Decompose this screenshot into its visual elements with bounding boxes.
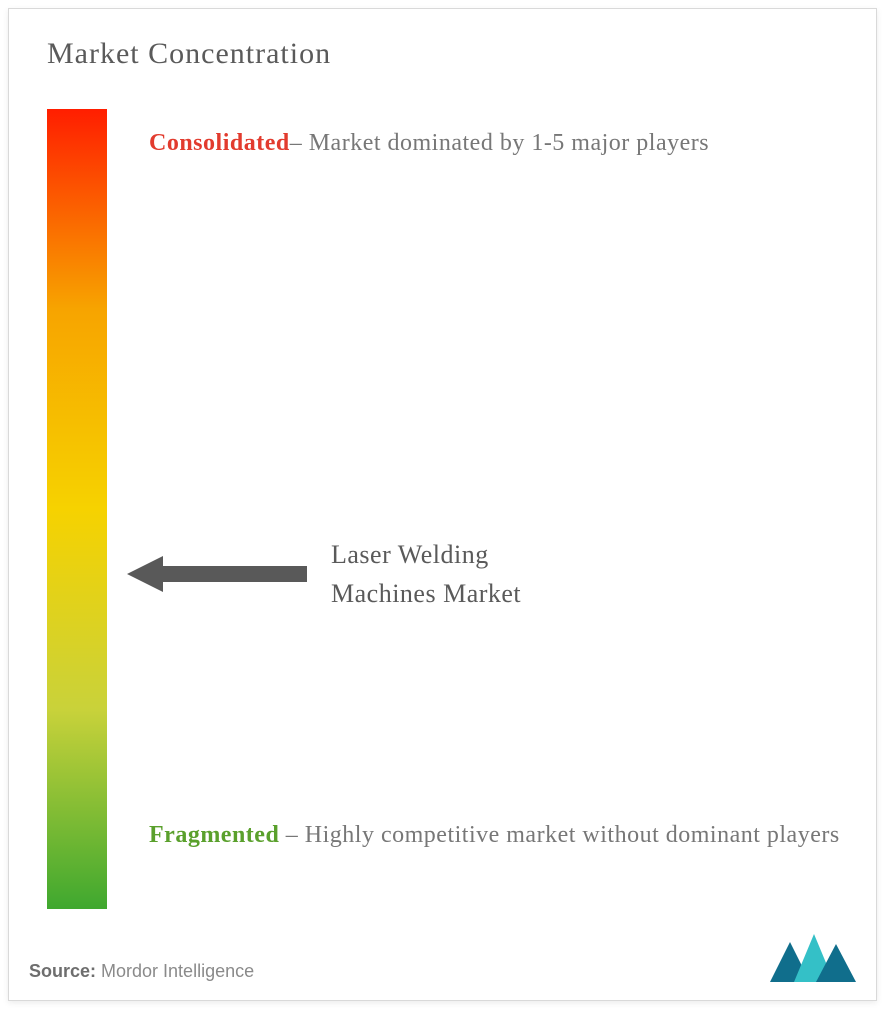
source-value: Mordor Intelligence [96, 961, 254, 981]
fragmented-rest: – Highly competitive market without domi… [279, 822, 839, 848]
consolidated-label: Consolidated– Market dominated by 1-5 ma… [149, 117, 849, 170]
fragmented-label: Fragmented – Highly competitive market w… [149, 809, 869, 862]
footer: Source: Mordor Intelligence [29, 934, 856, 982]
marker-label: Laser Welding Machines Market [331, 535, 521, 613]
consolidated-rest: – Market dominated by 1-5 major players [290, 130, 709, 156]
source-line: Source: Mordor Intelligence [29, 961, 254, 982]
consolidated-lead: Consolidated [149, 130, 290, 156]
arrow-shape [127, 556, 307, 592]
chart-title: Market Concentration [47, 37, 331, 71]
concentration-gradient-bar [47, 109, 107, 909]
infographic-card: Market Concentration Consolidated– Marke… [8, 8, 877, 1001]
arrow-left-icon [127, 552, 307, 596]
market-position-marker: Laser Welding Machines Market [127, 535, 521, 613]
fragmented-lead: Fragmented [149, 822, 279, 848]
mordor-logo-icon [770, 934, 856, 982]
marker-label-line2: Machines Market [331, 579, 521, 608]
marker-label-line1: Laser Welding [331, 540, 489, 569]
source-label: Source: [29, 961, 96, 981]
